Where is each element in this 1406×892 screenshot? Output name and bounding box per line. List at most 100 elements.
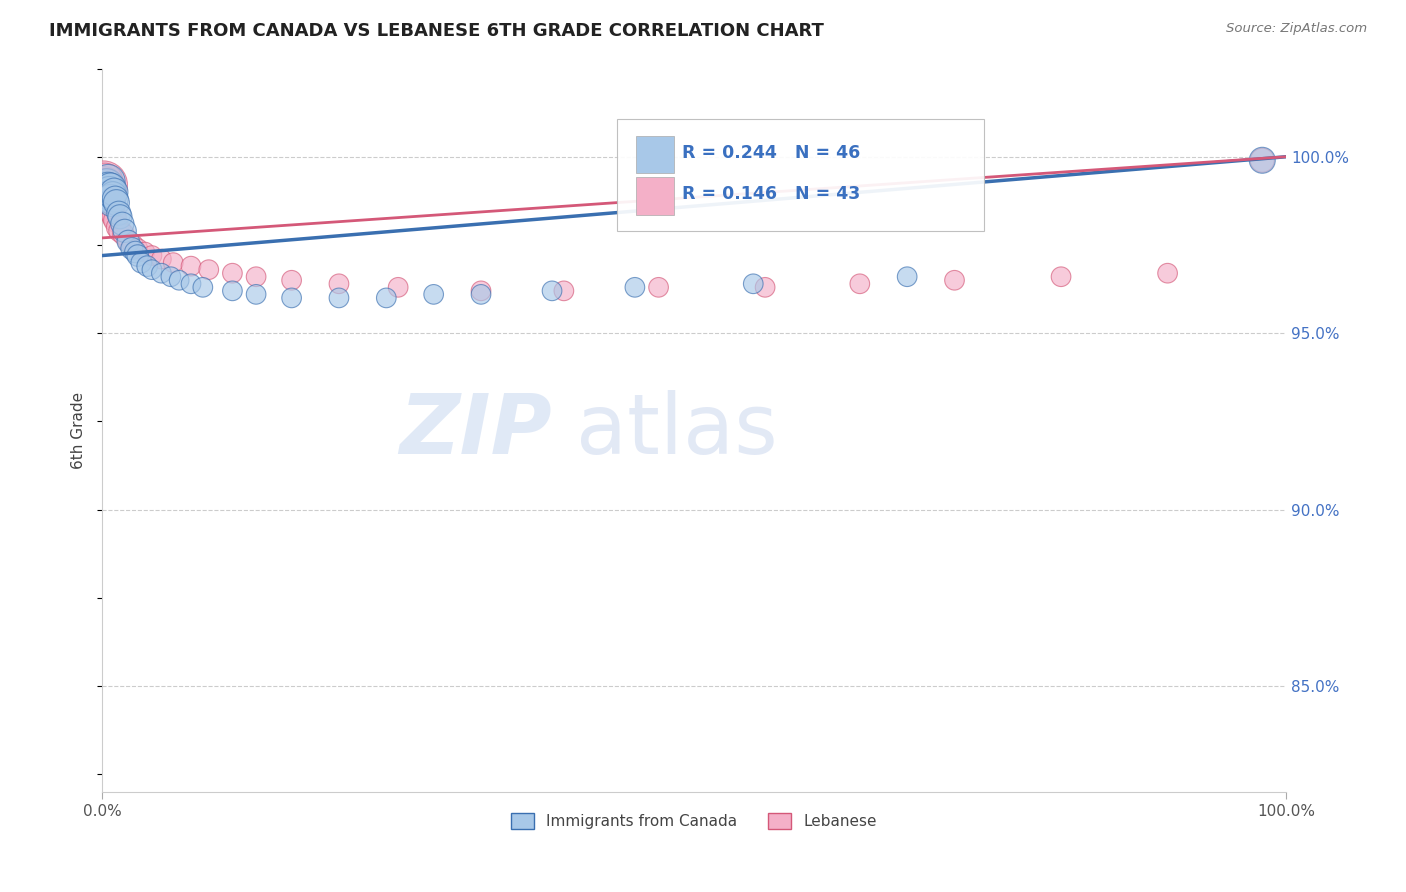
Point — [93, 185, 115, 199]
Point — [100, 192, 122, 206]
Text: ZIP: ZIP — [399, 390, 553, 471]
Point — [98, 199, 121, 213]
Point — [94, 188, 117, 202]
Point — [124, 245, 146, 260]
Point — [129, 255, 152, 269]
Point — [150, 252, 173, 266]
Point — [100, 195, 122, 210]
Point — [245, 269, 267, 284]
Point — [245, 287, 267, 301]
Point — [94, 178, 117, 192]
Point — [647, 280, 669, 294]
Point — [98, 185, 121, 199]
Point — [141, 248, 163, 262]
Point — [375, 291, 398, 305]
Point — [98, 188, 121, 202]
Point — [96, 181, 118, 195]
Point — [100, 202, 122, 217]
Point — [108, 224, 131, 238]
Point — [849, 277, 872, 291]
Point — [162, 255, 184, 269]
Point — [624, 280, 647, 294]
Point — [105, 195, 128, 210]
Point — [167, 273, 190, 287]
Point — [280, 291, 302, 305]
Point — [93, 185, 115, 199]
Point — [98, 192, 121, 206]
Point — [93, 185, 115, 199]
Point — [127, 248, 149, 262]
Point — [93, 181, 115, 195]
Point — [141, 262, 163, 277]
Legend: Immigrants from Canada, Lebanese: Immigrants from Canada, Lebanese — [505, 806, 883, 835]
Text: R = 0.244   N = 46: R = 0.244 N = 46 — [682, 145, 860, 162]
Point — [117, 235, 139, 249]
Point — [221, 284, 243, 298]
Point — [1251, 153, 1274, 168]
Point — [94, 188, 117, 202]
Point — [1156, 266, 1178, 280]
Y-axis label: 6th Grade: 6th Grade — [72, 392, 86, 469]
Point — [328, 277, 350, 291]
Point — [96, 185, 118, 199]
Point — [101, 188, 124, 202]
Point — [93, 174, 115, 188]
Point — [470, 284, 492, 298]
Point — [896, 269, 918, 284]
Point — [127, 242, 149, 256]
Point — [100, 181, 122, 195]
Point — [134, 245, 156, 260]
Point — [197, 262, 219, 277]
Point — [150, 266, 173, 280]
Point — [180, 277, 202, 291]
Point — [180, 259, 202, 273]
Point — [387, 280, 409, 294]
Point — [1251, 153, 1274, 168]
Point — [100, 195, 122, 210]
Point — [114, 224, 136, 238]
Point — [96, 178, 118, 192]
Text: IMMIGRANTS FROM CANADA VS LEBANESE 6TH GRADE CORRELATION CHART: IMMIGRANTS FROM CANADA VS LEBANESE 6TH G… — [49, 22, 824, 40]
Point — [103, 210, 125, 224]
Point — [122, 238, 145, 252]
Point — [541, 284, 564, 298]
Point — [103, 185, 125, 199]
Point — [97, 174, 120, 188]
Point — [160, 269, 183, 284]
Point — [93, 178, 115, 192]
Point — [754, 280, 776, 294]
Point — [328, 291, 350, 305]
FancyBboxPatch shape — [617, 120, 984, 231]
Point — [112, 227, 135, 242]
Point — [93, 178, 115, 192]
FancyBboxPatch shape — [636, 136, 673, 173]
Point — [96, 192, 118, 206]
Point — [104, 213, 127, 227]
Point — [221, 266, 243, 280]
Text: atlas: atlas — [575, 390, 778, 471]
Point — [470, 287, 492, 301]
Point — [97, 185, 120, 199]
Point — [136, 259, 159, 273]
Point — [1050, 269, 1073, 284]
Point — [104, 192, 127, 206]
Point — [117, 235, 139, 249]
Point — [107, 220, 129, 235]
Point — [280, 273, 302, 287]
Point — [107, 206, 129, 220]
Point — [101, 206, 124, 220]
Point — [111, 217, 134, 231]
Point — [422, 287, 444, 301]
Point — [97, 195, 120, 210]
Point — [553, 284, 575, 298]
Point — [97, 181, 120, 195]
Point — [191, 280, 214, 294]
Point — [94, 181, 117, 195]
Point — [121, 242, 143, 256]
Text: Source: ZipAtlas.com: Source: ZipAtlas.com — [1226, 22, 1367, 36]
Point — [108, 210, 131, 224]
Point — [742, 277, 765, 291]
Point — [943, 273, 966, 287]
FancyBboxPatch shape — [636, 177, 673, 215]
Text: R = 0.146   N = 43: R = 0.146 N = 43 — [682, 186, 860, 203]
